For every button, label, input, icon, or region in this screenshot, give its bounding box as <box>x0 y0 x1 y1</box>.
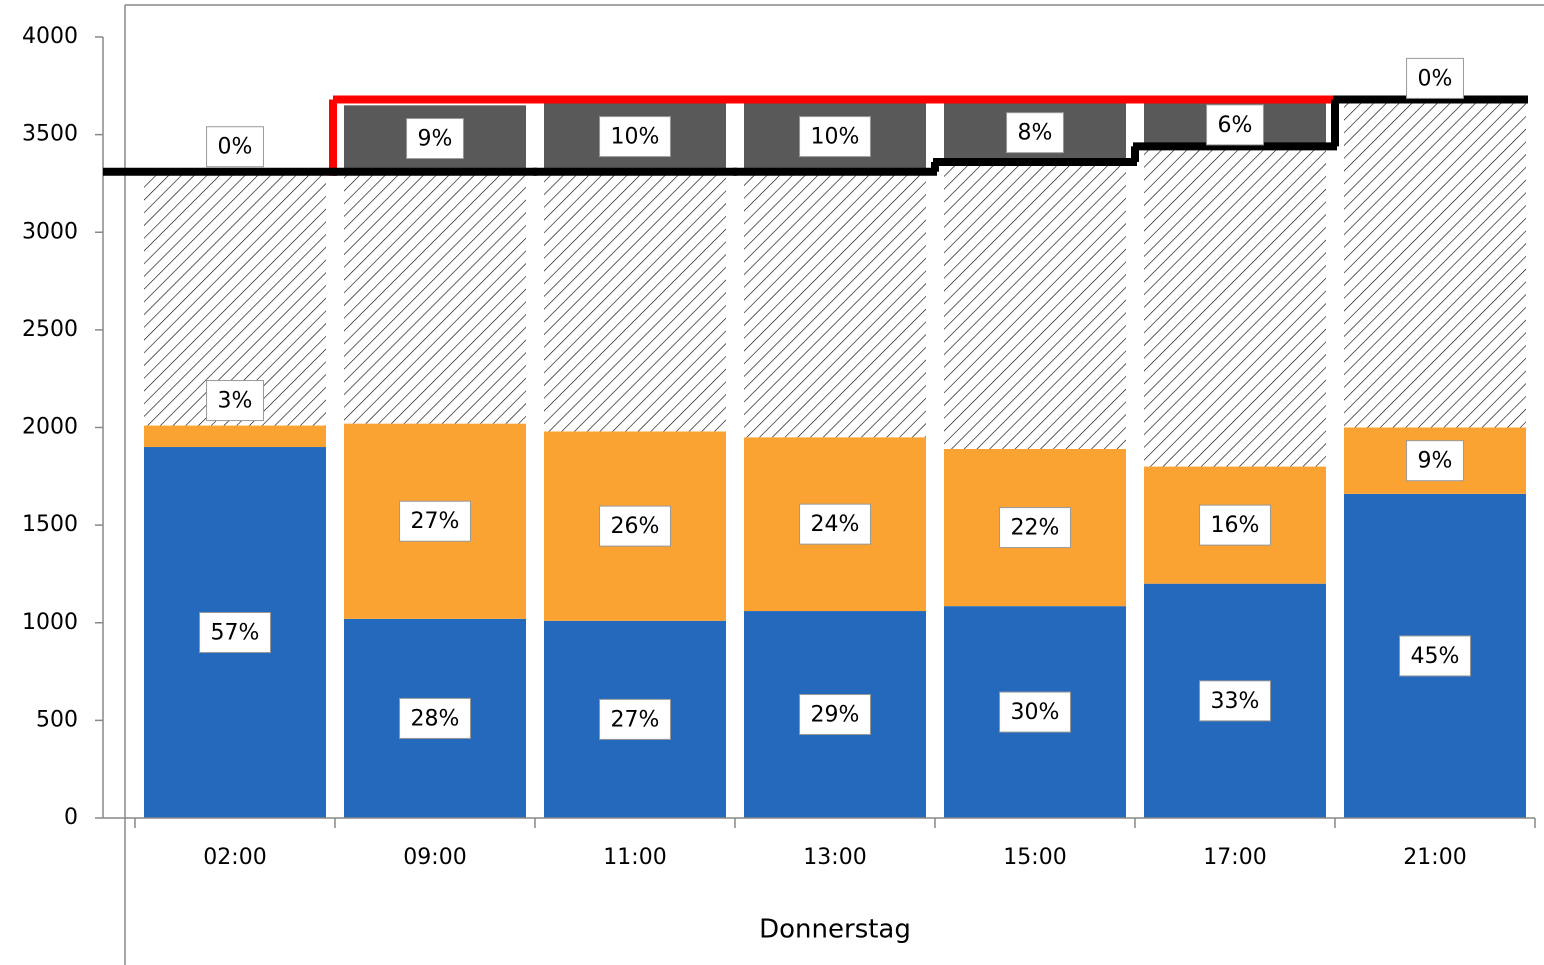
data-label-box <box>399 697 471 739</box>
y-tick-label: 3500 <box>22 122 78 147</box>
data-label-text: 6% <box>1218 113 1253 138</box>
data-label-text: 3% <box>218 389 253 414</box>
data-label-text: 30% <box>1011 700 1060 725</box>
data-label-text: 10% <box>611 125 660 150</box>
data-label-box <box>1006 112 1064 154</box>
data-label-box <box>599 698 671 740</box>
data-label-text: 0% <box>1418 66 1453 91</box>
data-label-text: 27% <box>611 707 660 732</box>
data-label-box <box>1399 635 1471 677</box>
data-label-text: 24% <box>811 512 860 537</box>
data-label-box <box>599 116 671 158</box>
x-tick-label: 13:00 <box>803 845 866 870</box>
y-tick-label: 500 <box>36 707 78 732</box>
y-tick-label: 1000 <box>22 610 78 635</box>
data-label: 57% <box>199 612 271 654</box>
data-label-text: 33% <box>1211 689 1260 714</box>
y-tick-label: 1500 <box>22 512 78 537</box>
x-tick-label: 15:00 <box>1003 845 1066 870</box>
data-label-box <box>799 503 871 545</box>
data-label-box <box>1406 57 1464 99</box>
data-label: 45% <box>1399 635 1471 677</box>
bar-segment <box>1344 103 1526 428</box>
y-tick-label: 0 <box>64 805 78 830</box>
x-tick-label: 02:00 <box>203 845 266 870</box>
data-label-text: 10% <box>811 125 860 150</box>
data-label: 0% <box>1406 57 1464 99</box>
data-label-box <box>1206 104 1264 146</box>
data-label-box <box>399 500 471 542</box>
data-label-text: 26% <box>611 514 660 539</box>
data-label-box <box>1199 504 1271 546</box>
data-label: 28% <box>399 697 471 739</box>
data-label-box <box>599 505 671 547</box>
bar-segment <box>1144 146 1326 467</box>
data-label: 30% <box>999 691 1071 733</box>
data-label: 6% <box>1206 104 1264 146</box>
bar-segment <box>344 171 526 424</box>
data-label: 0% <box>206 126 264 168</box>
data-label-text: 28% <box>411 706 460 731</box>
data-label: 16% <box>1199 504 1271 546</box>
data-label-text: 0% <box>218 135 253 160</box>
data-label: 27% <box>399 500 471 542</box>
data-label-text: 9% <box>418 127 453 152</box>
data-label: 9% <box>1406 440 1464 482</box>
y-tick-label: 3000 <box>22 219 78 244</box>
data-label: 10% <box>599 116 671 158</box>
data-label-box <box>206 126 264 168</box>
data-label-text: 16% <box>1211 513 1260 538</box>
data-label: 22% <box>999 507 1071 549</box>
data-label-text: 22% <box>1011 516 1060 541</box>
data-label-text: 57% <box>211 621 260 646</box>
bar-segment <box>144 425 326 448</box>
data-label: 3% <box>206 380 264 422</box>
data-label: 8% <box>1006 112 1064 154</box>
data-label-box <box>799 116 871 158</box>
x-axis-title: Donnerstag <box>759 915 911 945</box>
data-label-text: 9% <box>1418 449 1453 474</box>
y-tick-label: 2500 <box>22 317 78 342</box>
y-tick-label: 4000 <box>22 24 78 49</box>
data-label-text: 8% <box>1018 121 1053 146</box>
data-label: 24% <box>799 503 871 545</box>
data-label-box <box>406 118 464 160</box>
data-label: 9% <box>406 118 464 160</box>
data-label: 26% <box>599 505 671 547</box>
x-tick-label: 17:00 <box>1203 845 1266 870</box>
data-label-box <box>1406 440 1464 482</box>
x-tick-label: 21:00 <box>1403 845 1466 870</box>
data-label: 33% <box>1199 680 1271 722</box>
bar-segment <box>744 171 926 438</box>
data-label-box <box>206 380 264 422</box>
bar-segment <box>544 171 726 432</box>
data-label-box <box>799 694 871 736</box>
data-label: 27% <box>599 698 671 740</box>
data-label-box <box>1199 680 1271 722</box>
data-label: 10% <box>799 116 871 158</box>
data-label-box <box>999 691 1071 733</box>
data-label-box <box>199 612 271 654</box>
data-label-text: 45% <box>1411 644 1460 669</box>
x-tick-label: 09:00 <box>403 845 466 870</box>
x-tick-label: 11:00 <box>603 845 666 870</box>
data-label-text: 27% <box>411 509 460 534</box>
data-label-text: 29% <box>811 703 860 728</box>
data-label-box <box>999 507 1071 549</box>
y-tick-label: 2000 <box>22 415 78 440</box>
bar-segment <box>944 161 1126 449</box>
data-label: 29% <box>799 694 871 736</box>
